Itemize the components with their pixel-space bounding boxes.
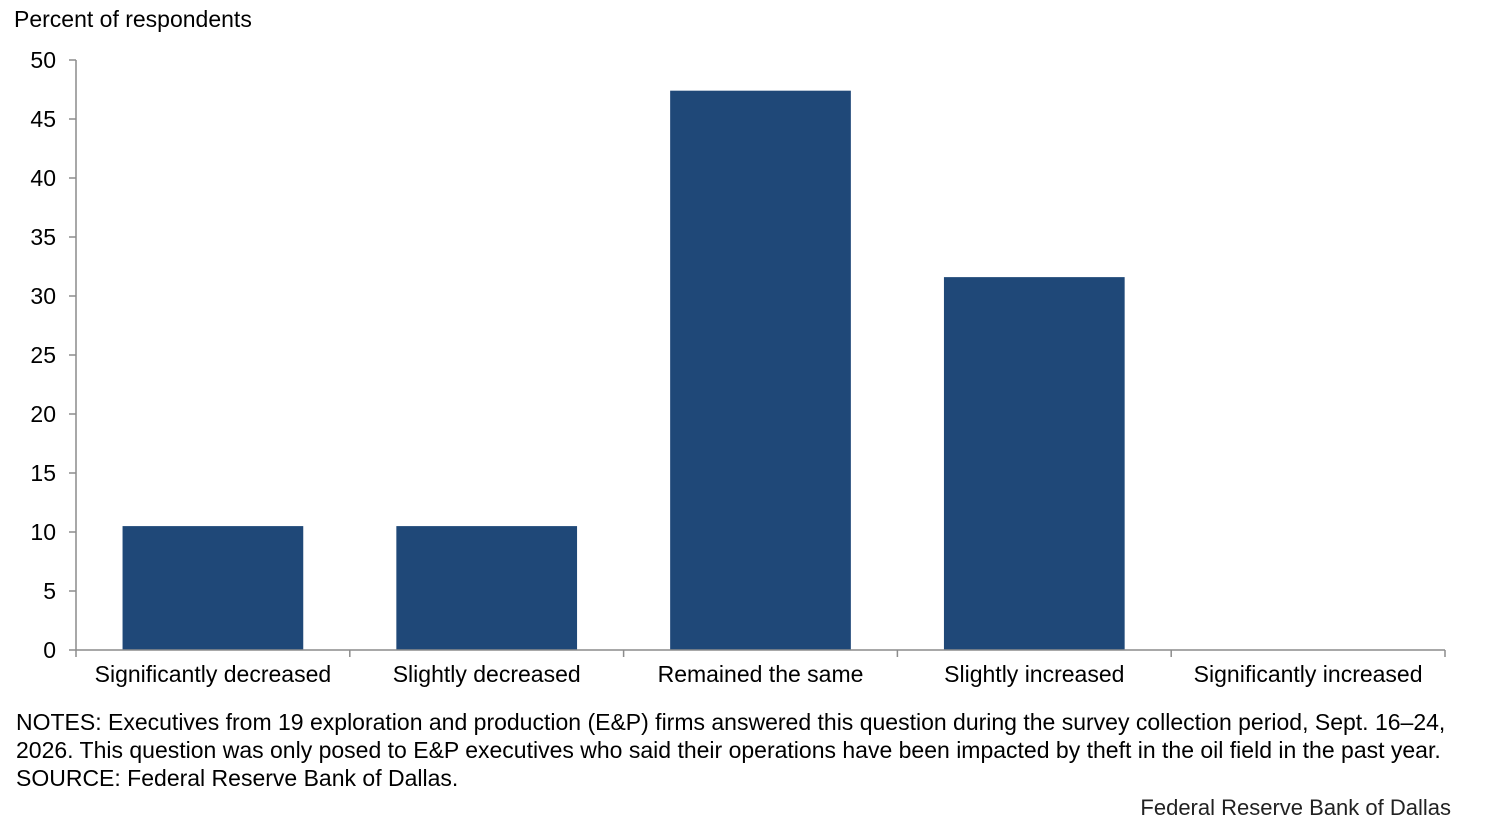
y-tick-label: 45	[30, 106, 56, 132]
source-text: SOURCE: Federal Reserve Bank of Dallas.	[16, 765, 459, 791]
x-tick-label: Significantly decreased	[95, 661, 332, 687]
x-tick-label: Slightly decreased	[393, 661, 581, 687]
x-tick-label: Remained the same	[658, 661, 864, 687]
y-tick-label: 35	[30, 224, 56, 250]
y-axis: 0 5 10 15 20 25 30 35 40 45 50	[30, 47, 77, 663]
bars-group	[122, 90, 1125, 651]
y-tick-label: 40	[30, 165, 56, 191]
y-tick-label: 30	[30, 283, 56, 309]
bar	[396, 526, 578, 650]
credit-text: Federal Reserve Bank of Dallas	[1140, 795, 1451, 820]
x-tick-label: Slightly increased	[944, 661, 1124, 687]
notes-text: NOTES: Executives from 19 exploration an…	[16, 709, 1446, 763]
y-tick-label: 20	[30, 401, 56, 427]
y-tick-label: 25	[30, 342, 56, 368]
bar	[670, 90, 851, 651]
y-tick-label: 10	[30, 519, 56, 545]
notes: NOTES: Executives from 19 exploration an…	[16, 708, 1486, 792]
y-axis-label: Percent of respondents	[14, 6, 252, 32]
bar	[943, 277, 1125, 650]
bar	[122, 526, 304, 650]
y-tick-label: 15	[30, 460, 56, 486]
x-tick-label: Significantly increased	[1194, 661, 1423, 687]
y-tick-label: 50	[30, 47, 56, 73]
y-tick-label: 0	[43, 637, 56, 663]
x-axis: Significantly decreased Slightly decrease…	[75, 649, 1446, 687]
y-tick-label: 5	[43, 578, 56, 604]
